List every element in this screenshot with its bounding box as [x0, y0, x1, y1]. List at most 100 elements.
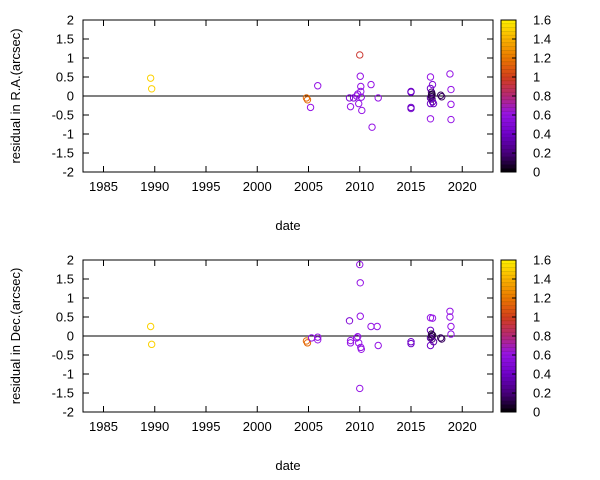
dec-y-tick-label: -1 [62, 367, 74, 382]
ra-data-point [426, 73, 435, 81]
ra-data-point [357, 87, 365, 96]
ra-data-point [438, 93, 446, 101]
dec-y-tick-label: -2 [62, 405, 74, 420]
dec-y-tick-label: 0 [67, 329, 74, 344]
dec-data-point [407, 338, 415, 346]
dec-colorbar-band [501, 298, 516, 303]
dec-data-point [446, 313, 454, 321]
ra-colorbar-band [501, 27, 516, 32]
ra-x-tick-label: 2020 [448, 179, 477, 194]
dec-colorbar-band [501, 260, 516, 265]
dec-data-point [428, 314, 437, 322]
ra-data-point [426, 115, 435, 123]
ra-data-point [356, 72, 364, 80]
dec-data-point [357, 345, 365, 353]
ra-colorbar-band [501, 115, 516, 120]
ra-data-point [428, 80, 437, 89]
ra-data-point [429, 99, 438, 108]
dec-data-point [438, 335, 446, 343]
ra-x-tick-label: 2005 [294, 179, 323, 194]
ra-y-tick-label: 0 [67, 89, 74, 104]
ra-colorbar-tick-label: 0 [533, 165, 540, 180]
dec-colorbar-band [501, 290, 516, 295]
ra-colorbar-band [501, 92, 516, 97]
ra-data-point [447, 100, 455, 109]
dec-colorbar-band [501, 343, 516, 348]
ra-colorbar-band [501, 160, 516, 165]
dec-data-point [447, 330, 455, 338]
dec-colorbar-band [501, 328, 516, 333]
dec-colorbar-tick-label: 0.2 [533, 386, 551, 401]
dec-data-point [407, 339, 415, 348]
dec-colorbar-band [501, 362, 516, 367]
ra-colorbar-band [501, 88, 516, 93]
dec-data-point [345, 317, 354, 325]
dec-data-point [356, 312, 364, 320]
ra-colorbar-band [501, 54, 516, 59]
dec-colorbar-band [501, 381, 516, 386]
ra-colorbar-band [501, 164, 516, 169]
ra-data-point [146, 74, 155, 82]
dec-x-tick-label: 2015 [397, 419, 426, 434]
ra-data-point [368, 123, 376, 131]
ra-colorbar-band [501, 156, 516, 161]
ra-colorbar-band [501, 65, 516, 70]
dec-colorbar-band [501, 313, 516, 318]
dec-colorbar-band [501, 389, 516, 394]
ra-colorbar-band [501, 103, 516, 108]
dec-data-point [367, 322, 375, 331]
dec-data-point [346, 336, 355, 345]
ra-y-tick-label: -0.5 [52, 108, 74, 123]
ra-x-tick-label: 1985 [89, 179, 118, 194]
dec-data-point [314, 333, 322, 341]
dec-colorbar-band [501, 351, 516, 356]
ra-colorbar-band [501, 168, 516, 173]
dec-colorbar-tick-label: 0.4 [533, 367, 551, 382]
ra-x-tick-label: 2000 [243, 179, 272, 194]
dec-x-tick-label: 1990 [140, 419, 169, 434]
dec-x-tick-label: 2020 [448, 419, 477, 434]
dec-colorbar-band [501, 400, 516, 405]
ra-colorbar-band [501, 153, 516, 158]
dec-colorbar-band [501, 366, 516, 371]
ra-data-point [306, 103, 315, 112]
dec-y-tick-label: 1 [67, 291, 74, 306]
dec-y-tick-label: 2 [67, 253, 74, 268]
ra-colorbar-band [501, 145, 516, 150]
ra-colorbar-band [501, 96, 516, 101]
dec-colorbar-band [501, 286, 516, 291]
ra-x-axis-label: date [275, 218, 300, 233]
dec-data-point [427, 330, 436, 338]
ra-data-point [357, 82, 365, 91]
ra-y-tick-label: -2 [62, 165, 74, 180]
ra-colorbar-band [501, 84, 516, 89]
dec-colorbar-band [501, 282, 516, 287]
ra-data-point [428, 90, 436, 98]
ra-colorbar-band [501, 42, 516, 47]
dec-colorbar-band [501, 404, 516, 409]
ra-colorbar-band [501, 134, 516, 139]
dec-data-point [447, 322, 455, 331]
ra-colorbar-tick-label: 0.4 [533, 127, 551, 142]
ra-data-point [426, 99, 435, 108]
dec-colorbar-band [501, 408, 516, 413]
ra-colorbar-tick-label: 1.4 [533, 32, 551, 47]
ra-data-point [428, 95, 436, 103]
ra-colorbar-band [501, 31, 516, 36]
ra-colorbar-band [501, 99, 516, 104]
ra-colorbar-band [501, 111, 516, 116]
ra-y-axis-label: residual in R.A.(arcsec) [8, 28, 23, 163]
dec-y-tick-label: 1.5 [56, 272, 74, 287]
ra-x-tick-label: 1995 [192, 179, 221, 194]
dec-colorbar-tick-label: 0.6 [533, 348, 551, 363]
ra-colorbar-band [501, 69, 516, 74]
dec-data-point [374, 341, 382, 350]
dec-y-tick-label: -1.5 [52, 386, 74, 401]
ra-data-point [358, 106, 366, 115]
dec-colorbar-tick-label: 1.4 [533, 272, 551, 287]
dec-data-point [303, 339, 312, 347]
ra-y-tick-label: 1.5 [56, 32, 74, 47]
dec-colorbar-tick-label: 0 [533, 405, 540, 420]
ra-x-tick-label: 2015 [397, 179, 426, 194]
dec-data-point [346, 339, 355, 347]
